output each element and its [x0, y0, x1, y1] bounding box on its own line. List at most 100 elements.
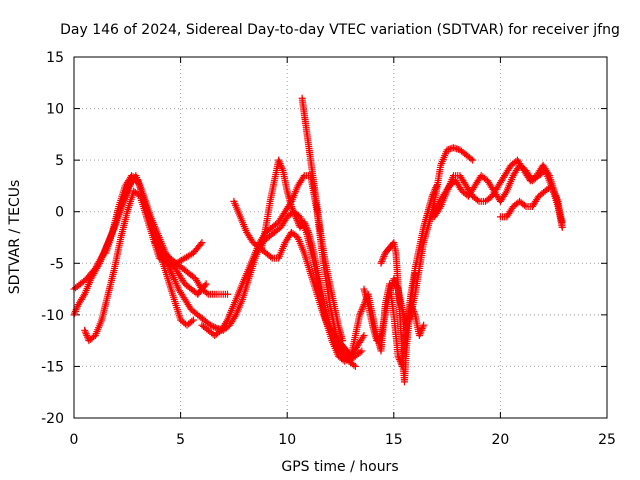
data-point: [161, 252, 169, 260]
data-point: [277, 161, 285, 169]
data-point: [292, 215, 300, 223]
data-point: [473, 196, 481, 204]
data-point: [351, 362, 359, 370]
data-point: [329, 328, 337, 336]
chart-title: Day 146 of 2024, Sidereal Day-to-day VTE…: [60, 22, 620, 38]
data-point: [378, 258, 386, 266]
x-tick-label: 5: [176, 432, 185, 448]
data-point: [211, 323, 219, 331]
data-point: [418, 325, 426, 333]
y-tick-label: -10: [41, 308, 64, 324]
plot-frame: [73, 56, 608, 419]
data-point: [222, 318, 230, 326]
y-tick-label: 5: [55, 153, 64, 169]
data-point: [302, 223, 310, 231]
data-point: [210, 323, 218, 331]
data-point: [357, 307, 365, 315]
data-point: [416, 330, 424, 338]
data-point: [189, 316, 197, 324]
data-point: [436, 204, 444, 212]
y-tick-label: -20: [41, 411, 64, 427]
data-point: [377, 259, 385, 267]
data-point: [275, 158, 283, 166]
data-point: [95, 261, 103, 269]
data-point: [326, 321, 334, 329]
data-point: [379, 254, 387, 262]
data-point: [390, 275, 398, 283]
data-point: [302, 221, 310, 229]
x-tick-label: 25: [598, 432, 616, 448]
data-point: [202, 280, 210, 288]
data-point: [276, 160, 284, 168]
y-axis-label: SDTVAR / TECUs: [7, 180, 23, 295]
axis-ticks: 0 5 10 15 20 25 -20 -15 -10 -5 0 5 10 15: [41, 50, 616, 448]
y-tick-label: -5: [50, 256, 64, 272]
data-point: [208, 322, 216, 330]
data-point: [558, 223, 566, 231]
data-point: [303, 225, 311, 233]
data-point: [405, 314, 413, 322]
data-point: [403, 321, 411, 329]
x-tick-label: 20: [491, 432, 509, 448]
data-point: [275, 156, 283, 164]
data-point: [289, 206, 297, 214]
data-point: [197, 240, 205, 248]
data-point: [291, 211, 299, 219]
data-point: [288, 204, 296, 212]
data-point: [301, 220, 309, 228]
data-points: [70, 94, 566, 386]
data-point: [350, 361, 358, 369]
data-point: [83, 331, 91, 339]
data-point: [415, 331, 423, 339]
y-tick-label: -15: [41, 359, 64, 375]
data-point: [358, 347, 366, 355]
data-point: [405, 316, 413, 324]
data-point: [376, 333, 384, 341]
data-point: [278, 165, 286, 173]
data-point: [278, 163, 286, 171]
data-point: [293, 216, 301, 224]
data-point: [188, 317, 196, 325]
data-point: [327, 325, 335, 333]
data-point: [299, 173, 307, 181]
data-point: [339, 337, 347, 345]
data-point: [81, 328, 89, 336]
data-point: [544, 170, 552, 178]
data-point: [403, 319, 411, 327]
data-point: [300, 218, 308, 226]
data-point: [417, 328, 425, 336]
data-point: [290, 208, 298, 216]
data-point: [420, 321, 428, 329]
data-point: [231, 313, 239, 321]
data-point: [304, 227, 312, 235]
data-point: [328, 326, 336, 334]
data-point: [290, 209, 298, 217]
data-point: [71, 307, 79, 315]
data-point: [224, 290, 232, 298]
data-point: [356, 309, 364, 317]
data-point: [206, 321, 214, 329]
data-point: [82, 330, 90, 338]
data-point: [198, 239, 206, 247]
data-point: [267, 253, 275, 261]
x-tick-label: 0: [70, 432, 79, 448]
data-point: [81, 326, 89, 334]
data-point: [71, 309, 79, 317]
data-point: [467, 155, 475, 163]
data-point: [520, 201, 528, 209]
data-point: [359, 333, 367, 341]
data-point: [360, 331, 368, 339]
data-point: [502, 189, 510, 197]
data-point: [73, 304, 81, 312]
data-point: [356, 348, 364, 356]
y-tick-label: 15: [46, 50, 64, 66]
data-point: [418, 326, 426, 334]
data-point: [356, 311, 364, 319]
data-point: [359, 304, 367, 312]
data-point: [294, 218, 302, 226]
x-axis-label: GPS time / hours: [281, 459, 398, 475]
data-point: [378, 256, 386, 264]
data-point: [327, 323, 335, 331]
data-point: [469, 156, 477, 164]
